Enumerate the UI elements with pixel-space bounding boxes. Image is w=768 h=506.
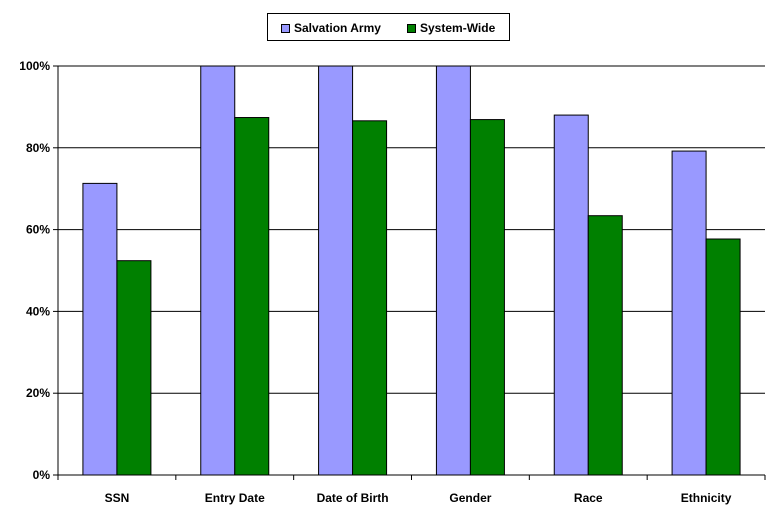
x-tick-label: Ethnicity (681, 491, 732, 505)
y-tick-label: 80% (26, 141, 50, 155)
x-tick-label: Entry Date (205, 491, 265, 505)
y-tick-label: 60% (26, 223, 50, 237)
legend-label-salvation-army: Salvation Army (294, 21, 381, 35)
bar-system-wide (116, 260, 152, 476)
y-tick-label: 0% (33, 468, 51, 482)
y-tick-label: 40% (26, 304, 50, 318)
bar-salvation-army (435, 65, 471, 476)
legend-swatch-system-wide (407, 23, 416, 33)
x-tick-label: Date of Birth (317, 491, 389, 505)
chart-legend: Salvation Army System-Wide (267, 13, 510, 41)
x-tick-label: Gender (449, 491, 491, 505)
y-tick-label: 20% (26, 386, 50, 400)
legend-item-salvation-army: Salvation Army (281, 21, 381, 35)
bar-system-wide (234, 117, 270, 476)
bar-salvation-army (82, 182, 118, 476)
bar-system-wide (587, 215, 623, 476)
y-tick-label: 100% (19, 59, 50, 73)
bar-system-wide (469, 119, 505, 476)
bar-salvation-army (553, 114, 589, 476)
bar-system-wide (705, 238, 741, 476)
legend-label-system-wide: System-Wide (420, 21, 496, 35)
x-tick-label: SSN (105, 491, 130, 505)
bar-salvation-army (200, 65, 236, 476)
bar-system-wide (352, 120, 388, 476)
legend-item-system-wide: System-Wide (407, 21, 495, 35)
x-tick-label: Race (574, 491, 603, 505)
bar-salvation-army (318, 65, 354, 476)
legend-swatch-salvation-army (281, 23, 290, 33)
bar-salvation-army (671, 150, 707, 476)
